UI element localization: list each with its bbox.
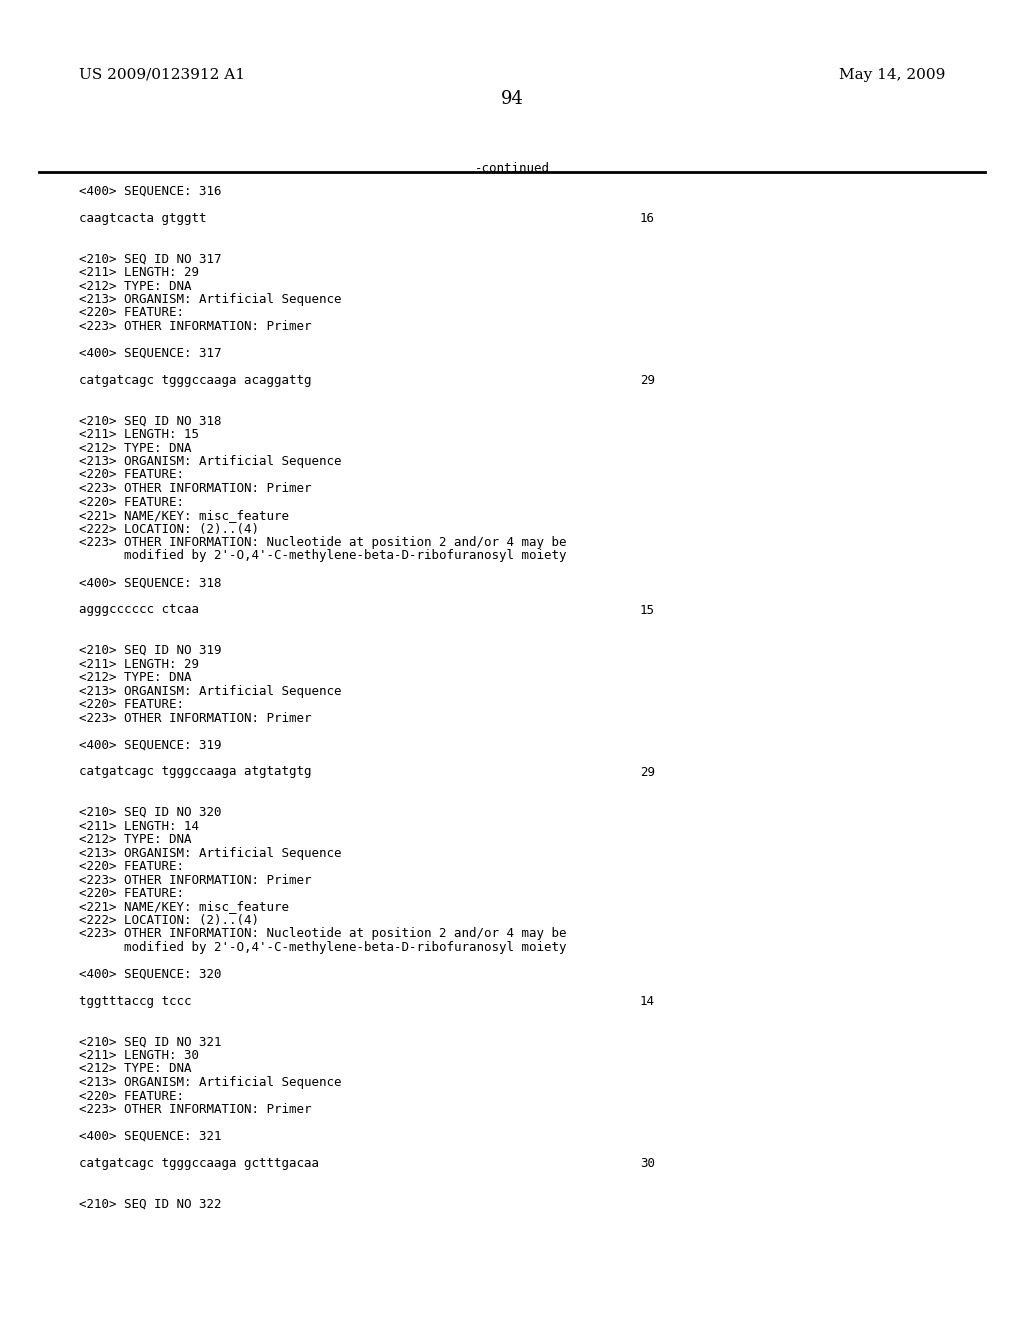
Text: <213> ORGANISM: Artificial Sequence: <213> ORGANISM: Artificial Sequence <box>79 685 341 697</box>
Text: <220> FEATURE:: <220> FEATURE: <box>79 306 184 319</box>
Text: <212> TYPE: DNA: <212> TYPE: DNA <box>79 441 191 454</box>
Text: <223> OTHER INFORMATION: Primer: <223> OTHER INFORMATION: Primer <box>79 874 311 887</box>
Text: US 2009/0123912 A1: US 2009/0123912 A1 <box>79 69 245 82</box>
Text: <211> LENGTH: 29: <211> LENGTH: 29 <box>79 657 199 671</box>
Text: <221> NAME/KEY: misc_feature: <221> NAME/KEY: misc_feature <box>79 510 289 521</box>
Text: 29: 29 <box>640 374 655 387</box>
Text: May 14, 2009: May 14, 2009 <box>839 69 945 82</box>
Text: catgatcagc tgggccaaga acaggattg: catgatcagc tgggccaaga acaggattg <box>79 374 311 387</box>
Text: tggtttaccg tccc: tggtttaccg tccc <box>79 995 191 1008</box>
Text: <223> OTHER INFORMATION: Primer: <223> OTHER INFORMATION: Primer <box>79 711 311 725</box>
Text: <210> SEQ ID NO 319: <210> SEQ ID NO 319 <box>79 644 221 657</box>
Text: 14: 14 <box>640 995 655 1008</box>
Text: <213> ORGANISM: Artificial Sequence: <213> ORGANISM: Artificial Sequence <box>79 846 341 859</box>
Text: agggcccccc ctcaa: agggcccccc ctcaa <box>79 603 199 616</box>
Text: <212> TYPE: DNA: <212> TYPE: DNA <box>79 280 191 293</box>
Text: 16: 16 <box>640 213 655 224</box>
Text: modified by 2'-O,4'-C-methylene-beta-D-ribofuranosyl moiety: modified by 2'-O,4'-C-methylene-beta-D-r… <box>79 941 566 954</box>
Text: <222> LOCATION: (2)..(4): <222> LOCATION: (2)..(4) <box>79 913 259 927</box>
Text: <210> SEQ ID NO 317: <210> SEQ ID NO 317 <box>79 252 221 265</box>
Text: caagtcacta gtggtt: caagtcacta gtggtt <box>79 213 207 224</box>
Text: <213> ORGANISM: Artificial Sequence: <213> ORGANISM: Artificial Sequence <box>79 1076 341 1089</box>
Text: <220> FEATURE:: <220> FEATURE: <box>79 1089 184 1102</box>
Text: <220> FEATURE:: <220> FEATURE: <box>79 495 184 508</box>
Text: catgatcagc tgggccaaga atgtatgtg: catgatcagc tgggccaaga atgtatgtg <box>79 766 311 779</box>
Text: 94: 94 <box>501 90 523 108</box>
Text: <400> SEQUENCE: 318: <400> SEQUENCE: 318 <box>79 577 221 590</box>
Text: <212> TYPE: DNA: <212> TYPE: DNA <box>79 833 191 846</box>
Text: <400> SEQUENCE: 320: <400> SEQUENCE: 320 <box>79 968 221 981</box>
Text: <223> OTHER INFORMATION: Nucleotide at position 2 and/or 4 may be: <223> OTHER INFORMATION: Nucleotide at p… <box>79 928 566 940</box>
Text: <210> SEQ ID NO 321: <210> SEQ ID NO 321 <box>79 1035 221 1048</box>
Text: <213> ORGANISM: Artificial Sequence: <213> ORGANISM: Artificial Sequence <box>79 293 341 306</box>
Text: <223> OTHER INFORMATION: Primer: <223> OTHER INFORMATION: Primer <box>79 482 311 495</box>
Text: <400> SEQUENCE: 317: <400> SEQUENCE: 317 <box>79 347 221 360</box>
Text: <210> SEQ ID NO 320: <210> SEQ ID NO 320 <box>79 807 221 818</box>
Text: <222> LOCATION: (2)..(4): <222> LOCATION: (2)..(4) <box>79 523 259 536</box>
Text: <220> FEATURE:: <220> FEATURE: <box>79 469 184 482</box>
Text: <400> SEQUENCE: 321: <400> SEQUENCE: 321 <box>79 1130 221 1143</box>
Text: <213> ORGANISM: Artificial Sequence: <213> ORGANISM: Artificial Sequence <box>79 455 341 469</box>
Text: catgatcagc tgggccaaga gctttgacaa: catgatcagc tgggccaaga gctttgacaa <box>79 1158 318 1170</box>
Text: <211> LENGTH: 14: <211> LENGTH: 14 <box>79 820 199 833</box>
Text: <211> LENGTH: 15: <211> LENGTH: 15 <box>79 428 199 441</box>
Text: <220> FEATURE:: <220> FEATURE: <box>79 698 184 711</box>
Text: <211> LENGTH: 29: <211> LENGTH: 29 <box>79 267 199 279</box>
Text: 30: 30 <box>640 1158 655 1170</box>
Text: modified by 2'-O,4'-C-methylene-beta-D-ribofuranosyl moiety: modified by 2'-O,4'-C-methylene-beta-D-r… <box>79 549 566 562</box>
Text: 15: 15 <box>640 603 655 616</box>
Text: <223> OTHER INFORMATION: Nucleotide at position 2 and/or 4 may be: <223> OTHER INFORMATION: Nucleotide at p… <box>79 536 566 549</box>
Text: 29: 29 <box>640 766 655 779</box>
Text: <220> FEATURE:: <220> FEATURE: <box>79 861 184 873</box>
Text: <400> SEQUENCE: 316: <400> SEQUENCE: 316 <box>79 185 221 198</box>
Text: <210> SEQ ID NO 318: <210> SEQ ID NO 318 <box>79 414 221 428</box>
Text: <210> SEQ ID NO 322: <210> SEQ ID NO 322 <box>79 1197 221 1210</box>
Text: <211> LENGTH: 30: <211> LENGTH: 30 <box>79 1049 199 1063</box>
Text: <212> TYPE: DNA: <212> TYPE: DNA <box>79 1063 191 1076</box>
Text: <212> TYPE: DNA: <212> TYPE: DNA <box>79 671 191 684</box>
Text: <223> OTHER INFORMATION: Primer: <223> OTHER INFORMATION: Primer <box>79 319 311 333</box>
Text: <220> FEATURE:: <220> FEATURE: <box>79 887 184 900</box>
Text: <223> OTHER INFORMATION: Primer: <223> OTHER INFORMATION: Primer <box>79 1104 311 1115</box>
Text: -continued: -continued <box>474 162 550 176</box>
Text: <221> NAME/KEY: misc_feature: <221> NAME/KEY: misc_feature <box>79 900 289 913</box>
Text: <400> SEQUENCE: 319: <400> SEQUENCE: 319 <box>79 738 221 751</box>
